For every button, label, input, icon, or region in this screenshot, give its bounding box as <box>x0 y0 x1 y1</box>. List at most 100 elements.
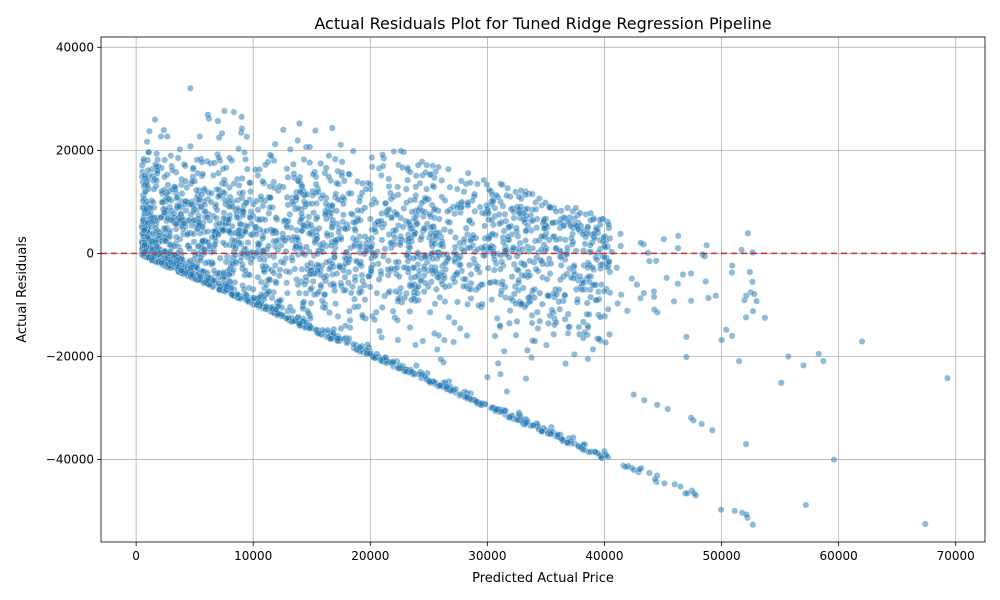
scatter-point <box>522 375 530 383</box>
scatter-point <box>196 132 204 140</box>
scatter-point <box>597 281 605 289</box>
scatter-point <box>749 307 757 315</box>
scatter-point <box>921 520 929 528</box>
x-tick-label: 60000 <box>820 549 858 563</box>
scatter-point <box>189 177 196 185</box>
scatter-point <box>349 340 357 348</box>
scatter-point <box>256 216 264 224</box>
scatter-point <box>272 278 280 286</box>
scatter-point <box>238 194 246 202</box>
scatter-point <box>177 266 185 274</box>
scatter-point <box>418 233 426 241</box>
scatter-point <box>674 280 682 288</box>
scatter-point <box>238 125 246 132</box>
scatter-point <box>432 285 440 293</box>
scatter-point <box>453 204 461 211</box>
scatter-point <box>421 194 429 202</box>
scatter-point <box>587 293 595 301</box>
scatter-point <box>687 270 695 277</box>
scatter-point <box>464 169 472 177</box>
scatter-point <box>744 229 752 237</box>
scatter-point <box>584 355 592 363</box>
scatter-point <box>708 426 716 434</box>
scatter-point <box>166 232 174 240</box>
scatter-point <box>663 274 671 282</box>
scatter-point <box>606 234 614 242</box>
scatter-point <box>548 306 556 314</box>
scatter-point <box>556 253 564 261</box>
scatter-point <box>328 124 336 132</box>
scatter-point <box>742 440 750 448</box>
scatter-point <box>158 259 166 266</box>
scatter-point <box>444 207 451 215</box>
scatter-point <box>315 288 323 296</box>
scatter-point <box>506 307 514 315</box>
scatter-point <box>379 162 387 170</box>
scatter-point <box>152 224 160 232</box>
x-tick-label: 40000 <box>585 549 623 563</box>
scatter-point <box>601 254 609 261</box>
scatter-point <box>728 262 736 270</box>
scatter-point <box>345 307 353 315</box>
scatter-point <box>218 129 226 137</box>
y-tick-label: 20000 <box>56 143 94 157</box>
scatter-point <box>566 265 574 273</box>
scatter-point <box>210 159 218 167</box>
y-axis-label: Actual Residuals <box>15 236 30 343</box>
scatter-point <box>819 357 827 365</box>
scatter-point <box>328 260 336 268</box>
scatter-point <box>500 227 508 235</box>
scatter-point <box>265 287 273 295</box>
scatter-point <box>412 172 420 180</box>
scatter-point <box>436 382 444 390</box>
scatter-point <box>355 197 363 205</box>
scatter-point <box>184 231 191 239</box>
scatter-point <box>498 281 506 289</box>
scatter-point <box>377 171 385 179</box>
scatter-point <box>422 253 430 261</box>
scatter-point <box>495 220 503 228</box>
scatter-point <box>346 316 354 324</box>
scatter-point <box>197 256 204 264</box>
scatter-point <box>617 291 625 299</box>
scatter-point <box>473 180 481 188</box>
scatter-point <box>296 187 304 195</box>
scatter-point <box>475 301 483 309</box>
scatter-point <box>226 193 234 201</box>
scatter-point <box>399 223 407 231</box>
scatter-point <box>157 133 165 140</box>
scatter-point <box>282 314 290 322</box>
scatter-point <box>322 272 330 280</box>
scatter-point <box>682 353 690 361</box>
scatter-point <box>533 308 541 316</box>
scatter-point <box>536 317 544 325</box>
scatter-point <box>141 172 149 180</box>
scatter-point <box>563 250 571 258</box>
scatter-point <box>162 225 169 233</box>
scatter-point <box>488 296 496 304</box>
scatter-point <box>593 256 601 263</box>
scatter-point <box>532 205 540 213</box>
scatter-point <box>345 335 353 343</box>
scatter-point <box>679 271 687 278</box>
scatter-point <box>198 191 206 198</box>
scatter-point <box>331 155 339 163</box>
scatter-point <box>246 214 254 222</box>
scatter-point <box>284 173 292 181</box>
scatter-point <box>245 284 253 292</box>
scatter-point <box>214 230 222 238</box>
scatter-point <box>247 231 255 239</box>
scatter-point <box>229 266 237 274</box>
scatter-point <box>268 294 276 302</box>
scatter-point <box>351 225 359 233</box>
scatter-point <box>174 154 182 162</box>
scatter-point <box>337 141 345 149</box>
scatter-point <box>652 257 660 265</box>
scatter-point <box>456 324 464 332</box>
scatter-point <box>300 198 308 206</box>
scatter-point <box>300 156 308 163</box>
scatter-point <box>387 239 395 247</box>
scatter-point <box>293 234 301 241</box>
scatter-point <box>321 304 329 312</box>
